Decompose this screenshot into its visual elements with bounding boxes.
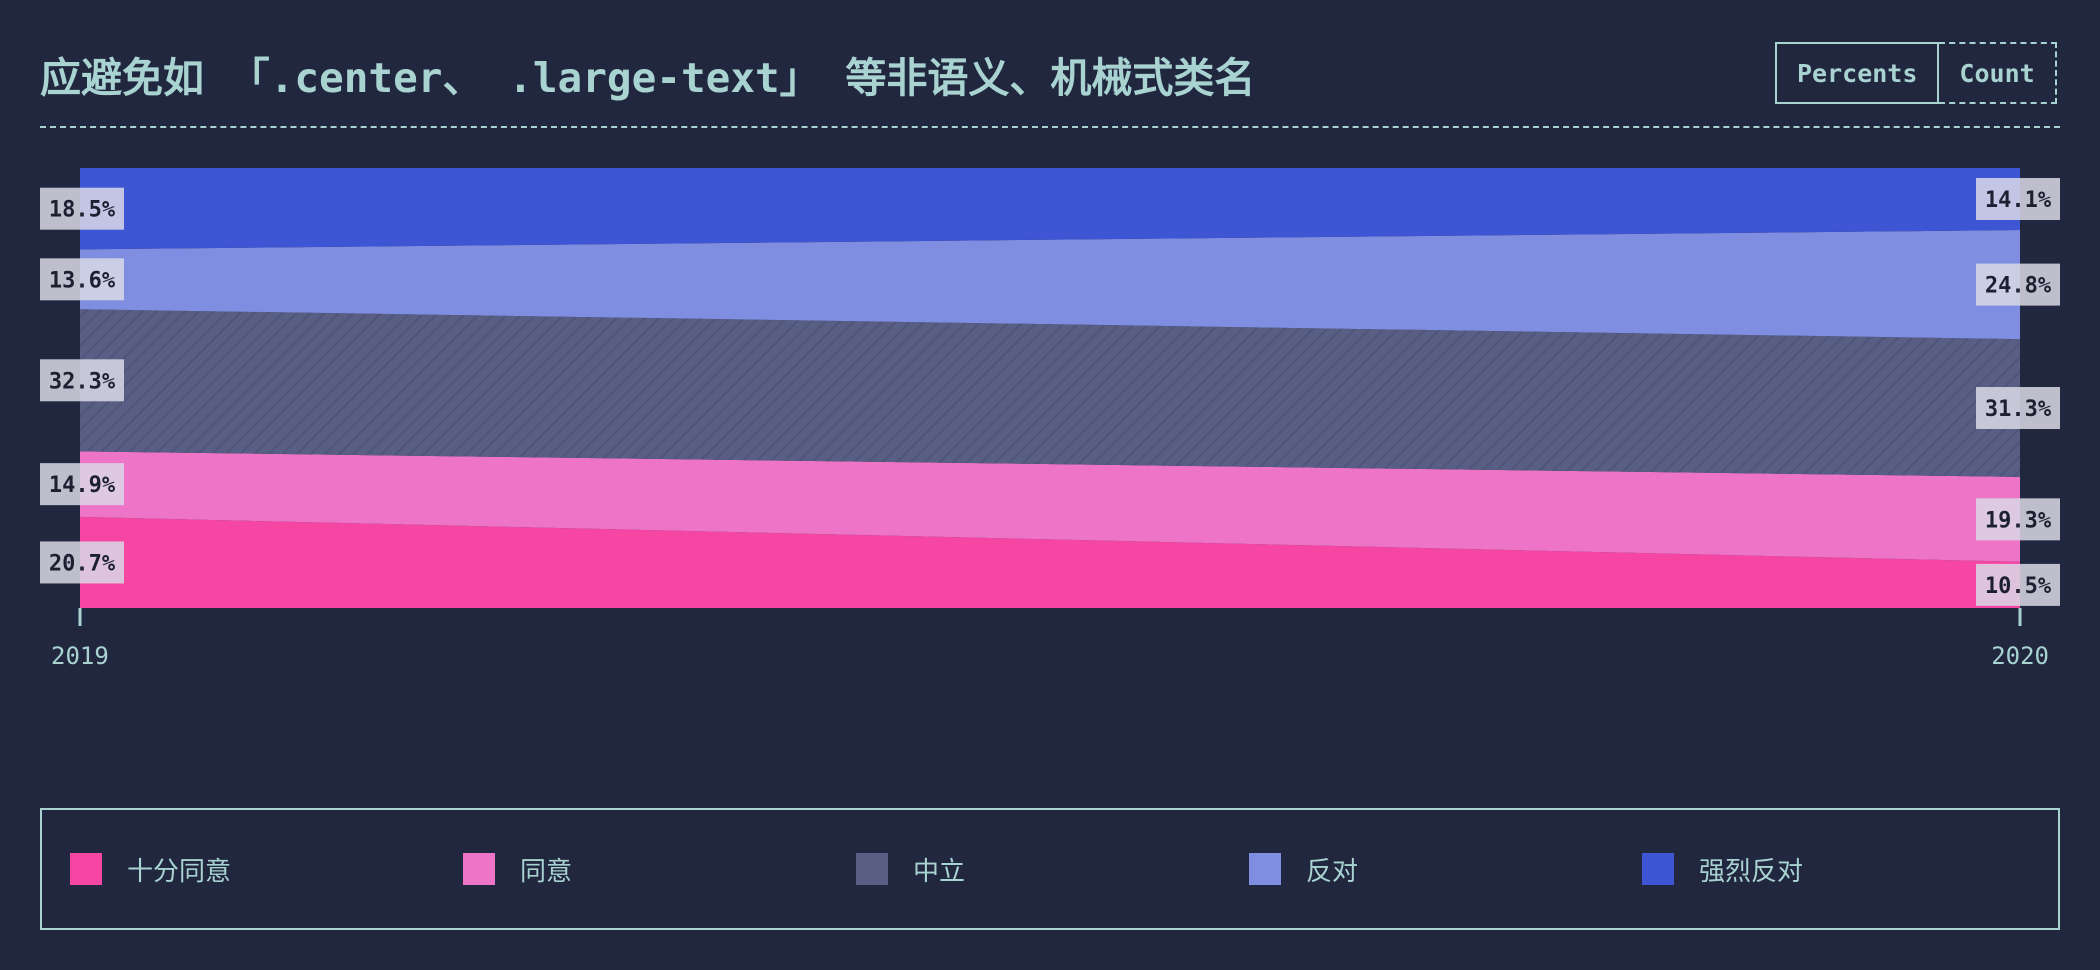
value-label-box <box>1976 178 2060 221</box>
value-label-box <box>40 463 124 506</box>
chart-legend: 十分同意 同意 中立 反对 强烈反对 <box>40 808 2060 930</box>
value-label: 31.3% <box>1985 397 2052 422</box>
value-label: 13.6% <box>49 268 116 293</box>
stacked-area-chart: 2019 2020 20.7% 10.5% 14.9% 19.3% 32.3% 31.3% 1… <box>40 168 2060 670</box>
value-label-box <box>1976 387 2060 430</box>
percents-toggle-button[interactable]: Percents <box>1775 42 1940 104</box>
value-label: 14.1% <box>1985 188 2052 213</box>
x-tick-label: 2019 <box>51 642 109 670</box>
legend-item[interactable]: 中立 <box>856 852 966 887</box>
value-label: 18.5% <box>49 198 116 223</box>
legend-item[interactable]: 反对 <box>1249 852 1359 887</box>
area-5 <box>80 168 2020 250</box>
area-1 <box>80 516 2020 608</box>
value-label: 32.3% <box>49 369 116 394</box>
area-3 <box>80 309 2020 477</box>
legend-swatch <box>1249 853 1281 885</box>
value-label: 10.5% <box>1985 574 2052 599</box>
legend-item[interactable]: 同意 <box>463 852 573 887</box>
legend-label: 中立 <box>913 856 966 887</box>
value-label: 20.7% <box>49 551 116 576</box>
title-divider <box>40 126 2060 128</box>
legend-label: 十分同意 <box>127 856 232 887</box>
legend-swatch <box>70 853 102 885</box>
view-mode-toggle: Percents Count <box>1775 42 2057 104</box>
legend-swatch <box>1642 853 1674 885</box>
value-label-box <box>40 541 124 584</box>
value-label-box <box>40 187 124 230</box>
value-label-box <box>40 258 124 301</box>
legend-label: 同意 <box>520 856 573 887</box>
legend-swatch <box>856 853 888 885</box>
area-4 <box>80 230 2020 340</box>
value-label: 14.9% <box>49 473 116 498</box>
value-label-box <box>40 359 124 402</box>
count-toggle-button[interactable]: Count <box>1939 42 2057 104</box>
legend-item[interactable]: 强烈反对 <box>1642 852 1804 887</box>
value-label-box <box>1976 498 2060 541</box>
value-label: 19.3% <box>1985 508 2052 533</box>
x-tick-label: 2020 <box>1991 642 2049 670</box>
legend-label: 反对 <box>1306 856 1359 887</box>
value-label-box <box>1976 263 2060 306</box>
value-label: 24.8% <box>1985 274 2052 299</box>
legend-swatch <box>463 853 495 885</box>
area-2 <box>80 451 2020 562</box>
value-label-box <box>1976 563 2060 606</box>
chart-title: 应避免如 「.center、 .large-text」 等非语义、机械式类名 <box>40 54 1256 102</box>
legend-item[interactable]: 十分同意 <box>70 852 232 887</box>
legend-label: 强烈反对 <box>1699 856 1804 887</box>
